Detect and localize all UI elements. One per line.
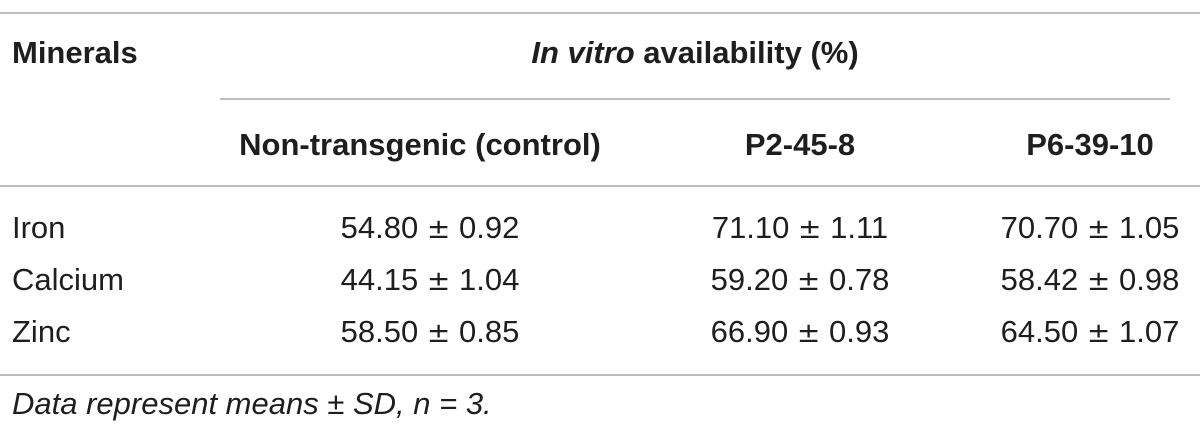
value-cell: 58.42 ± 0.98 — [1000, 262, 1180, 297]
value-cell: 58.50 ± 0.85 — [340, 314, 520, 349]
group-header-rest: availability (%) — [634, 35, 859, 70]
mineral-cell: Iron — [12, 210, 66, 245]
value-cell: 64.50 ± 1.07 — [1000, 314, 1180, 349]
row-header-label: Minerals — [12, 35, 138, 70]
column-header: P6-39-10 — [1026, 127, 1154, 162]
mineral-cell: Calcium — [12, 262, 124, 297]
value-cell: 71.10 ± 1.11 — [711, 210, 889, 245]
header-bottom-rule — [0, 185, 1200, 187]
value-cell: 59.20 ± 0.78 — [710, 262, 890, 297]
group-header: In vitro availability (%) — [220, 35, 1170, 71]
column-header: Non-transgenic (control) — [239, 127, 601, 162]
column-header: P2-45-8 — [744, 127, 856, 162]
value-cell: 66.90 ± 0.93 — [710, 314, 890, 349]
table-bottom-rule — [0, 374, 1200, 376]
value-cell: 44.15 ± 1.04 — [340, 262, 520, 297]
group-header-italic: In vitro — [531, 35, 635, 70]
group-header-rule — [220, 98, 1170, 100]
value-cell: 70.70 ± 1.05 — [1000, 210, 1180, 245]
table-footnote: Data represent means ± SD, n = 3. — [12, 386, 492, 421]
mineral-cell: Zinc — [12, 314, 71, 349]
table-top-rule — [0, 12, 1200, 14]
value-cell: 54.80 ± 0.92 — [340, 210, 520, 245]
